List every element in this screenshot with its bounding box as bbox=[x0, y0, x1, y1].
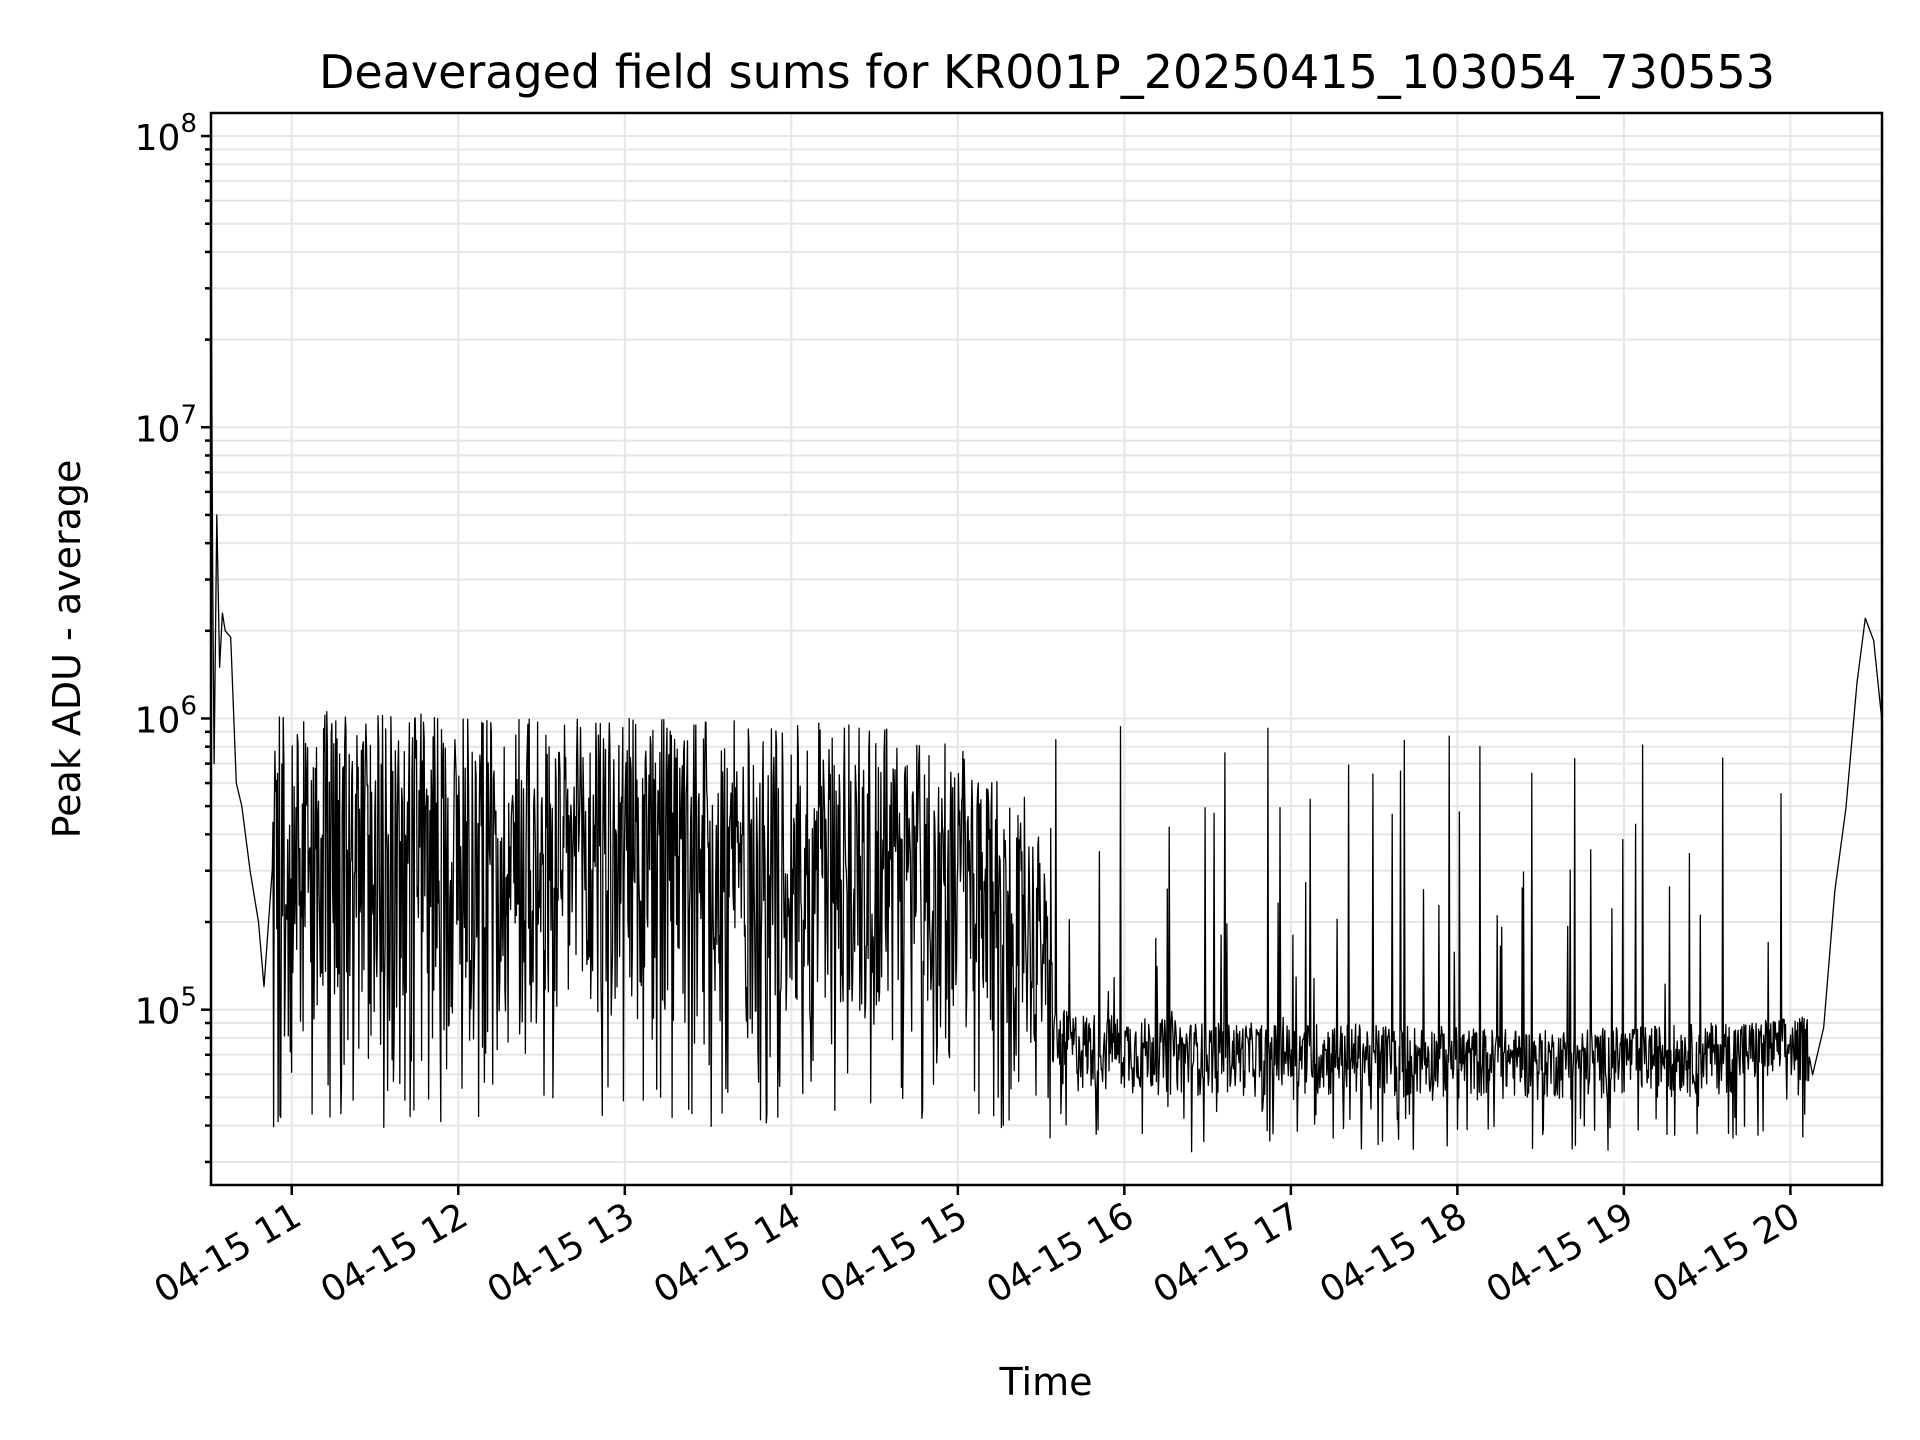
x-tick-label: 04-15 11 bbox=[148, 1195, 309, 1311]
y-tick-exponent: 6 bbox=[180, 691, 197, 721]
x-tick-label: 04-15 18 bbox=[1313, 1195, 1474, 1311]
y-tick-label: 108 bbox=[135, 109, 197, 159]
x-tick-label: 04-15 16 bbox=[980, 1195, 1141, 1311]
x-axis-label: Time bbox=[999, 1360, 1093, 1404]
x-tick-label: 04-15 13 bbox=[481, 1195, 642, 1311]
y-tick-exponent: 5 bbox=[180, 983, 197, 1013]
x-tick-label: 04-15 12 bbox=[314, 1195, 475, 1311]
y-tick-base: 10 bbox=[135, 992, 181, 1033]
grid bbox=[211, 113, 1882, 1185]
x-tick-label: 04-15 19 bbox=[1480, 1195, 1641, 1311]
y-axis-label: Peak ADU - average bbox=[45, 460, 89, 839]
y-tick-base: 10 bbox=[135, 700, 181, 741]
x-tick-label: 04-15 14 bbox=[647, 1195, 808, 1311]
y-tick-label: 105 bbox=[135, 983, 197, 1033]
y-tick-exponent: 8 bbox=[180, 109, 197, 139]
plot-area-frame bbox=[209, 111, 1884, 1187]
y-tick-base: 10 bbox=[135, 409, 181, 450]
x-tick-label: 04-15 17 bbox=[1147, 1195, 1308, 1311]
x-axis-ticks: 04-15 11 04-15 12 04-15 13 04-15 14 04-15 15… bbox=[148, 1185, 1807, 1312]
series-path bbox=[210, 279, 1883, 1153]
y-tick-label: 106 bbox=[135, 691, 197, 741]
x-tick-label: 04-15 20 bbox=[1646, 1195, 1807, 1311]
chart-title: Deaveraged field sums for KR001P_2025041… bbox=[319, 45, 1775, 99]
y-tick-label: 107 bbox=[135, 400, 197, 450]
x-tick-label: 04-15 15 bbox=[814, 1195, 975, 1311]
y-tick-base: 10 bbox=[135, 118, 181, 159]
series-line bbox=[210, 279, 1883, 1153]
y-tick-exponent: 7 bbox=[180, 400, 197, 430]
